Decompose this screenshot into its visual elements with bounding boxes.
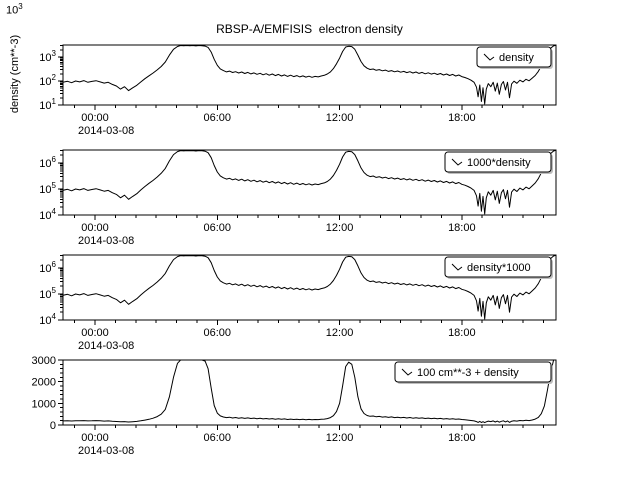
plot-title: RBSP-A/EMFISIS electron density	[216, 22, 403, 36]
legend: 1000*density	[444, 151, 553, 174]
legend-line-sample-icon	[451, 158, 463, 166]
plot-area[interactable]	[62, 149, 557, 216]
x-tick-label: 18:00	[448, 222, 476, 234]
x-tick-label: 12:00	[326, 432, 354, 444]
x-axis-date-label: 2014-03-08	[78, 340, 134, 352]
panel-2: 104 105 106 00:00 06:00 12:00 18:00 2014-03-08 1…	[39, 149, 557, 247]
legend-label: 1000*density	[467, 157, 531, 169]
x-tick-label: 18:00	[448, 112, 476, 124]
panel-4: 0 1000 2000 3000 00:00 06:00 12:00 18:00 2014-03…	[32, 355, 557, 457]
y-tick-label: 0	[50, 420, 56, 432]
y-tick-label: 105	[39, 181, 56, 196]
y-tick-label: 104	[39, 312, 56, 327]
y-tick-label: 102	[39, 73, 56, 88]
y-tick-label: 106	[39, 155, 56, 170]
y-tick-label: 106	[39, 260, 56, 275]
y-tick-label: 1000	[32, 398, 56, 410]
plot-area[interactable]	[62, 254, 557, 321]
plot-area[interactable]	[62, 359, 557, 426]
y-tick-label: 105	[39, 286, 56, 301]
legend-line-sample-icon	[451, 263, 463, 271]
data-line-1000-density	[63, 150, 556, 215]
corner-tick-base: 10	[6, 4, 19, 17]
x-tick-label: 00:00	[81, 327, 109, 339]
legend-box	[444, 256, 552, 278]
legend-box	[476, 46, 552, 68]
y-tick-label: 2000	[32, 377, 56, 389]
x-tick-label: 00:00	[81, 112, 109, 124]
legend-box	[444, 151, 552, 173]
panel-3: 104 105 106 00:00 06:00 12:00 18:00 2014-03-08 d…	[39, 254, 557, 352]
x-tick-label: 12:00	[326, 327, 354, 339]
x-tick-label: 06:00	[204, 222, 232, 234]
legend-line-sample-icon	[401, 368, 413, 376]
x-tick-label: 18:00	[448, 327, 476, 339]
x-tick-label: 18:00	[448, 432, 476, 444]
plot-area[interactable]	[62, 44, 557, 106]
data-line-density-1000	[63, 255, 556, 320]
y-tick-label: 103	[39, 49, 56, 64]
y-tick-label: 104	[39, 207, 56, 222]
corner-tick-label: 103	[6, 2, 23, 17]
legend-label: density	[499, 52, 534, 64]
x-tick-label: 12:00	[326, 112, 354, 124]
y-tick-label: 3000	[32, 355, 56, 367]
legend-label: 100 cm**-3 + density	[417, 367, 519, 379]
panel-1: 101 102 103 00:00 06:00 12:00 18:00 2014-03-08 d…	[39, 44, 557, 137]
legend-label: density*1000	[467, 262, 531, 274]
x-tick-label: 06:00	[204, 112, 232, 124]
corner-tick-exp: 3	[18, 2, 23, 11]
x-tick-label: 06:00	[204, 432, 232, 444]
legend-box	[394, 361, 552, 383]
x-axis-date-label: 2014-03-08	[78, 235, 134, 247]
legend: density	[476, 46, 553, 69]
y-tick-label: 101	[39, 97, 56, 112]
x-axis-date-label: 2014-03-08	[78, 445, 134, 457]
x-tick-label: 00:00	[81, 222, 109, 234]
legend: density*1000	[444, 256, 553, 279]
x-axis-date-label: 2014-03-08	[78, 125, 134, 137]
legend: 100 cm**-3 + density	[394, 361, 553, 384]
data-line-density	[63, 45, 556, 105]
legend-line-sample-icon	[483, 53, 495, 61]
x-tick-label: 00:00	[81, 432, 109, 444]
x-tick-label: 06:00	[204, 327, 232, 339]
x-tick-label: 12:00	[326, 222, 354, 234]
data-line-100-cm-3-density	[63, 360, 556, 424]
